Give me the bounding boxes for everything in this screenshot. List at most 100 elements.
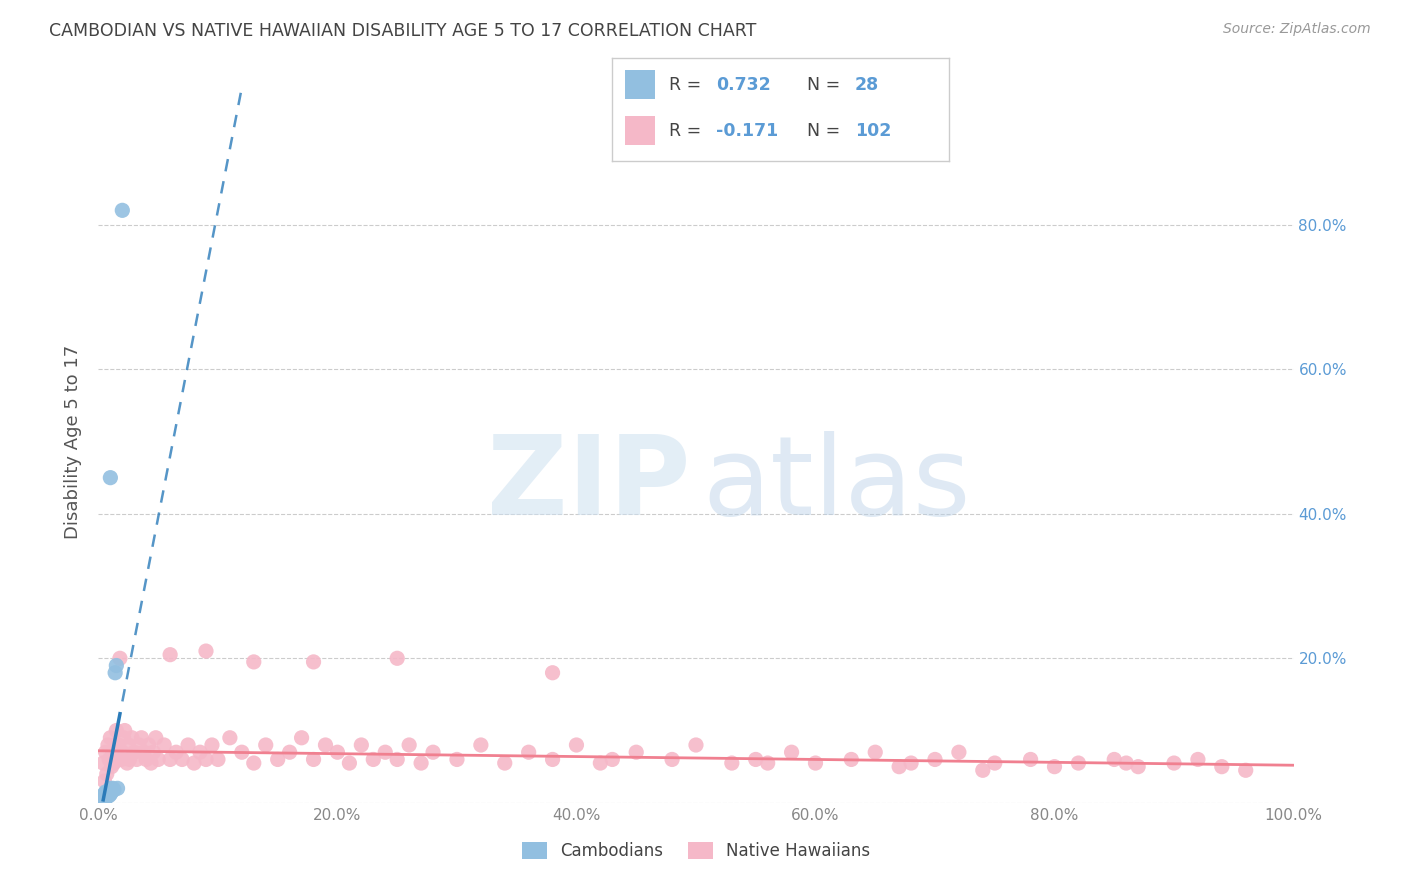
- Point: [385, 752, 409, 766]
- Point: [326, 745, 349, 759]
- Point: [1104, 752, 1126, 766]
- Point: [124, 745, 146, 759]
- Point: [889, 760, 911, 774]
- Point: [138, 738, 160, 752]
- Text: Source: ZipAtlas.com: Source: ZipAtlas.com: [1223, 22, 1371, 37]
- Point: [1234, 764, 1257, 778]
- Point: [446, 752, 468, 766]
- Point: [374, 745, 396, 759]
- Point: [107, 738, 129, 752]
- Point: [100, 782, 122, 797]
- Point: [108, 651, 131, 665]
- Point: [97, 738, 120, 752]
- Point: [172, 752, 194, 766]
- Point: [110, 752, 132, 766]
- Point: [142, 745, 165, 759]
- Point: [104, 665, 127, 680]
- Point: [900, 756, 922, 770]
- Point: [385, 651, 409, 665]
- Point: [1211, 760, 1233, 774]
- Point: [254, 738, 277, 752]
- Text: -0.171: -0.171: [716, 122, 779, 140]
- Point: [103, 782, 125, 797]
- Point: [541, 665, 564, 680]
- Point: [132, 745, 155, 759]
- Point: [91, 789, 114, 803]
- Text: N =: N =: [807, 122, 846, 140]
- Bar: [626, 70, 655, 99]
- Point: [98, 782, 122, 797]
- Point: [145, 731, 167, 745]
- Point: [721, 756, 744, 770]
- Point: [363, 752, 385, 766]
- Point: [96, 790, 118, 805]
- Point: [117, 738, 139, 752]
- Point: [291, 731, 314, 745]
- Point: [101, 745, 124, 759]
- Point: [1128, 760, 1150, 774]
- Point: [98, 789, 121, 803]
- Point: [112, 731, 135, 745]
- Point: [94, 791, 117, 805]
- Point: [745, 752, 768, 766]
- Point: [195, 644, 218, 658]
- Point: [411, 756, 433, 770]
- Point: [219, 731, 242, 745]
- Point: [98, 785, 121, 799]
- Text: R =: R =: [669, 122, 707, 140]
- Point: [984, 756, 1007, 770]
- Point: [470, 738, 492, 752]
- Point: [243, 756, 266, 770]
- Text: 102: 102: [855, 122, 891, 140]
- Point: [1019, 752, 1042, 766]
- Point: [91, 790, 114, 805]
- Text: R =: R =: [669, 76, 707, 94]
- Point: [1163, 756, 1185, 770]
- Text: atlas: atlas: [702, 432, 970, 539]
- Point: [94, 785, 117, 799]
- Point: [350, 738, 373, 752]
- Point: [756, 756, 779, 770]
- Point: [804, 756, 827, 770]
- Point: [339, 756, 361, 770]
- Point: [139, 756, 162, 770]
- Point: [104, 738, 127, 752]
- Point: [565, 738, 588, 752]
- Point: [93, 792, 115, 806]
- Point: [91, 756, 114, 770]
- Point: [97, 789, 120, 803]
- Point: [243, 655, 266, 669]
- Point: [100, 760, 122, 774]
- Bar: [626, 117, 655, 145]
- Point: [135, 752, 157, 766]
- Point: [153, 738, 176, 752]
- Point: [841, 752, 863, 766]
- Point: [98, 731, 122, 745]
- Point: [278, 745, 301, 759]
- Point: [1115, 756, 1137, 770]
- Point: [103, 756, 125, 770]
- Point: [1043, 760, 1066, 774]
- Point: [517, 745, 540, 759]
- Point: [96, 786, 118, 800]
- Point: [188, 745, 211, 759]
- Text: N =: N =: [807, 76, 846, 94]
- Point: [177, 738, 200, 752]
- Point: [195, 752, 218, 766]
- Point: [302, 655, 325, 669]
- Point: [207, 752, 229, 766]
- Point: [165, 745, 187, 759]
- Point: [422, 745, 444, 759]
- Point: [107, 752, 129, 766]
- Point: [398, 738, 420, 752]
- Point: [948, 745, 970, 759]
- Point: [125, 752, 148, 766]
- Point: [93, 790, 115, 805]
- Point: [94, 745, 117, 759]
- Point: [626, 745, 648, 759]
- Legend: Cambodians, Native Hawaiians: Cambodians, Native Hawaiians: [515, 835, 877, 867]
- Point: [1187, 752, 1209, 766]
- Point: [315, 738, 337, 752]
- Point: [94, 789, 117, 803]
- Point: [98, 787, 122, 801]
